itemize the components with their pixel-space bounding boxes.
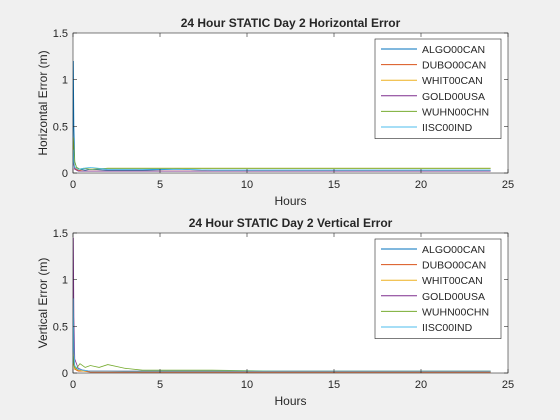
x-tick-label: 5 [157, 179, 163, 191]
y-tick-label: 0.5 [53, 321, 68, 333]
legend-label: ALGO00CAN [422, 44, 485, 56]
chart-title: 24 Hour STATIC Day 2 Vertical Error [189, 216, 393, 230]
x-tick-label: 25 [502, 379, 514, 391]
series-line-IISC00IND [72, 149, 491, 171]
x-tick-label: 0 [70, 179, 76, 191]
legend-label: GOLD00USA [422, 291, 485, 303]
x-tick-label: 15 [328, 179, 340, 191]
chart-title: 24 Hour STATIC Day 2 Horizontal Error [181, 16, 401, 30]
legend-label: DUBO00CAN [422, 60, 486, 72]
legend-label: WHIT00CAN [422, 75, 483, 87]
legend-label: WUHN00CHN [422, 106, 489, 118]
y-tick-label: 1.5 [53, 228, 68, 240]
x-tick-label: 10 [241, 379, 253, 391]
axes-box [72, 232, 509, 374]
series-line-WUHN00CHN [72, 137, 491, 170]
legend-label: ALGO00CAN [422, 244, 485, 256]
x-tick-label: 0 [70, 379, 76, 391]
legend-label: WHIT00CAN [422, 275, 483, 287]
y-tick-label: 0.5 [53, 121, 68, 133]
y-axis-label: Vertical Error (m) [36, 258, 50, 349]
y-tick-label: 1 [62, 275, 68, 287]
legend-label: IISC00IND [422, 322, 473, 334]
legend-label: IISC00IND [422, 122, 473, 134]
legend: ALGO00CAN DUBO00CAN WHIT00CAN GOLD00USA WUHN… [374, 238, 502, 339]
x-axis-label: Hours [274, 194, 306, 208]
legend-box [374, 238, 502, 339]
legend: ALGO00CAN DUBO00CAN WHIT00CAN GOLD00USA WUHN… [374, 38, 502, 139]
x-tick-label: 10 [241, 179, 253, 191]
y-tick-label: 1 [62, 75, 68, 87]
legend-box [374, 38, 502, 139]
x-tick-label: 20 [415, 179, 427, 191]
y-tick-label: 0 [62, 368, 68, 380]
x-tick-label: 15 [328, 379, 340, 391]
x-axis-label: Hours [274, 394, 306, 408]
chart-2: 0 5 10 15 20 25 0 0.5 1 1.5 24 Hour STATIC Day 2 V… [36, 216, 514, 408]
axes-box [72, 32, 509, 174]
x-tick-label: 20 [415, 379, 427, 391]
y-tick-label: 0 [62, 168, 68, 180]
y-tick-label: 1.5 [53, 28, 68, 40]
x-tick-label: 25 [502, 179, 514, 191]
legend-label: WUHN00CHN [422, 306, 489, 318]
x-tick-label: 5 [157, 379, 163, 391]
chart-1: 0 5 10 15 20 25 0 0.5 1 1.5 24 Hour STATIC Day 2 H… [36, 16, 514, 208]
series-line-IISC00IND [72, 298, 491, 372]
y-axis-label: Horizontal Error (m) [36, 50, 50, 155]
legend-label: DUBO00CAN [422, 260, 486, 272]
legend-label: GOLD00USA [422, 91, 485, 103]
